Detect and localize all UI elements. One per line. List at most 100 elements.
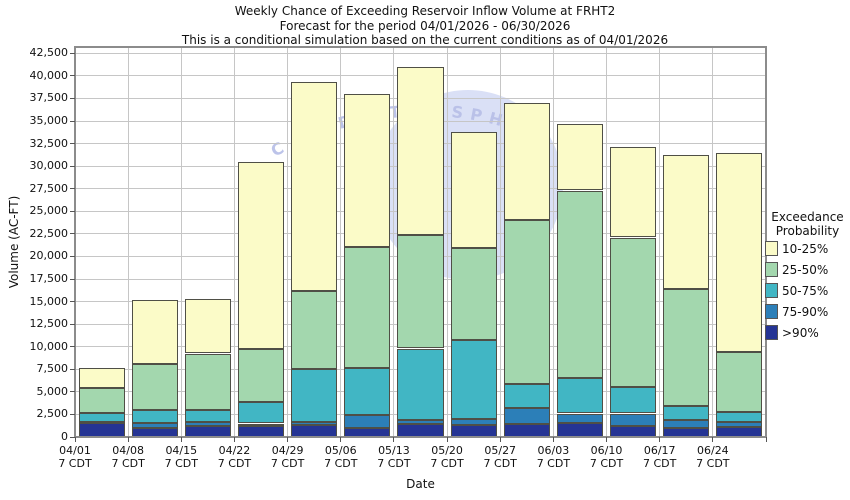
v-gridline xyxy=(393,47,395,437)
y-tick-label: 32,500 xyxy=(29,136,69,150)
bar-segment-25-50 xyxy=(397,234,444,349)
x-axis-title: Date xyxy=(406,477,435,491)
bar-segment-75-90 xyxy=(131,422,178,428)
x-tick-mark xyxy=(499,437,501,442)
y-tick-label: 12,500 xyxy=(29,317,69,331)
x-tick-time: 7 CDT xyxy=(270,457,305,470)
bar-segment-75-90 xyxy=(503,408,550,425)
bar-segment-10-25 xyxy=(238,161,285,349)
bar-segment-10-25 xyxy=(556,123,604,191)
y-tick-mark xyxy=(70,210,75,212)
bar-segment-90 xyxy=(503,424,550,437)
x-tick-date: 05/13 xyxy=(378,444,410,457)
y-tick-mark xyxy=(70,165,75,167)
bar-segment-25-50 xyxy=(663,288,710,407)
y-tick-mark xyxy=(70,255,75,257)
bar-segment-25-50 xyxy=(78,388,125,413)
legend-title: Exceedance Probability xyxy=(765,210,850,238)
y-tick-mark xyxy=(70,368,75,370)
legend-entry: 75-90% xyxy=(765,301,850,322)
x-tick-date: 06/24 xyxy=(696,444,729,457)
x-tick-label: 05/27 7 CDT xyxy=(472,444,528,470)
x-tick-mark xyxy=(659,437,661,442)
bar-segment-90 xyxy=(344,428,391,437)
y-tick-label: 15,000 xyxy=(29,294,69,308)
legend-entry-label: 50-75% xyxy=(782,283,829,298)
chart-subtitle-conditions: This is a conditional simulation based o… xyxy=(181,33,669,47)
x-tick-time: 7 CDT xyxy=(536,457,571,470)
y-tick-label: 27,500 xyxy=(29,181,69,195)
legend-swatch xyxy=(765,283,778,298)
v-gridline xyxy=(606,47,608,437)
bar-segment-50-75 xyxy=(131,410,178,423)
x-tick-date: 05/06 xyxy=(324,444,357,457)
bar-segment-10-25 xyxy=(450,131,497,249)
legend-swatch xyxy=(765,325,778,340)
x-tick-label: 04/01 7 CDT xyxy=(47,444,103,470)
x-tick-date: 04/15 xyxy=(165,444,198,457)
v-gridline xyxy=(287,47,289,437)
x-tick-mark xyxy=(446,437,448,442)
legend-entry: 25-50% xyxy=(765,259,850,280)
y-tick-label: 7,500 xyxy=(36,362,69,376)
bar-segment-75-90 xyxy=(450,418,497,426)
y-tick-label: 22,500 xyxy=(29,226,69,240)
bar-segment-75-90 xyxy=(397,419,444,425)
bar-segment-75-90 xyxy=(556,413,604,423)
y-tick-mark xyxy=(70,323,75,325)
bar-segment-25-50 xyxy=(716,351,763,412)
y-tick-label: 30,000 xyxy=(29,159,69,173)
x-tick-time: 7 CDT xyxy=(483,457,517,470)
v-gridline xyxy=(340,47,342,437)
y-tick-mark xyxy=(70,301,75,303)
bar-segment-90 xyxy=(716,427,763,437)
bar-segment-90 xyxy=(450,425,497,437)
y-tick-mark xyxy=(70,188,75,190)
x-tick-label: 06/03 7 CDT xyxy=(525,444,581,470)
bar-segment-25-50 xyxy=(131,363,178,411)
x-tick-label: 04/22 7 CDT xyxy=(206,444,262,470)
bar-segment-75-90 xyxy=(716,421,763,428)
bar-segment-25-50 xyxy=(344,247,391,369)
x-tick-time: 7 CDT xyxy=(58,457,92,470)
x-tick-date: 04/01 xyxy=(59,444,91,457)
y-tick-label: 25,000 xyxy=(29,204,69,218)
legend: Exceedance Probability 10-25% 25-50% 50-75… xyxy=(765,210,850,343)
bar-segment-50-75 xyxy=(716,411,763,422)
bar-segment-50-75 xyxy=(503,383,550,409)
x-tick-mark xyxy=(127,437,129,442)
x-tick-mark xyxy=(180,437,182,442)
y-tick-mark xyxy=(70,143,75,145)
bar-segment-25-50 xyxy=(556,190,604,379)
bar-segment-50-75 xyxy=(556,378,604,414)
y-tick-label: 2,500 xyxy=(36,407,69,421)
y-tick-mark xyxy=(70,75,75,77)
x-tick-label: 05/06 7 CDT xyxy=(313,444,369,470)
y-tick-mark xyxy=(70,391,75,393)
bar-segment-50-75 xyxy=(610,387,657,414)
bar-segment-90 xyxy=(184,426,231,437)
bar-segment-90 xyxy=(291,424,338,437)
bar-segment-25-50 xyxy=(610,237,657,388)
x-tick-time: 7 CDT xyxy=(696,457,730,470)
bar-segment-50-75 xyxy=(663,406,710,420)
bar-segment-90 xyxy=(556,422,604,437)
bar-segment-90 xyxy=(78,422,125,437)
legend-entry: 10-25% xyxy=(765,238,850,259)
legend-entry: 50-75% xyxy=(765,280,850,301)
y-tick-mark xyxy=(70,52,75,54)
bar-segment-10-25 xyxy=(610,147,657,238)
x-tick-date: 04/29 xyxy=(271,444,304,457)
y-tick-label: 37,500 xyxy=(29,91,69,105)
x-tick-date: 06/10 xyxy=(590,444,623,457)
y-tick-label: 42,500 xyxy=(29,46,69,60)
bar-segment-90 xyxy=(238,425,285,437)
x-tick-date: 06/03 xyxy=(537,444,570,457)
bar-segment-10-25 xyxy=(78,367,125,389)
y-tick-label: 35,000 xyxy=(29,114,69,128)
x-tick-label: 05/13 7 CDT xyxy=(366,444,422,470)
y-tick-label: 20,000 xyxy=(29,249,69,263)
x-tick-label: 06/17 7 CDT xyxy=(632,444,688,470)
v-gridline xyxy=(446,47,448,437)
